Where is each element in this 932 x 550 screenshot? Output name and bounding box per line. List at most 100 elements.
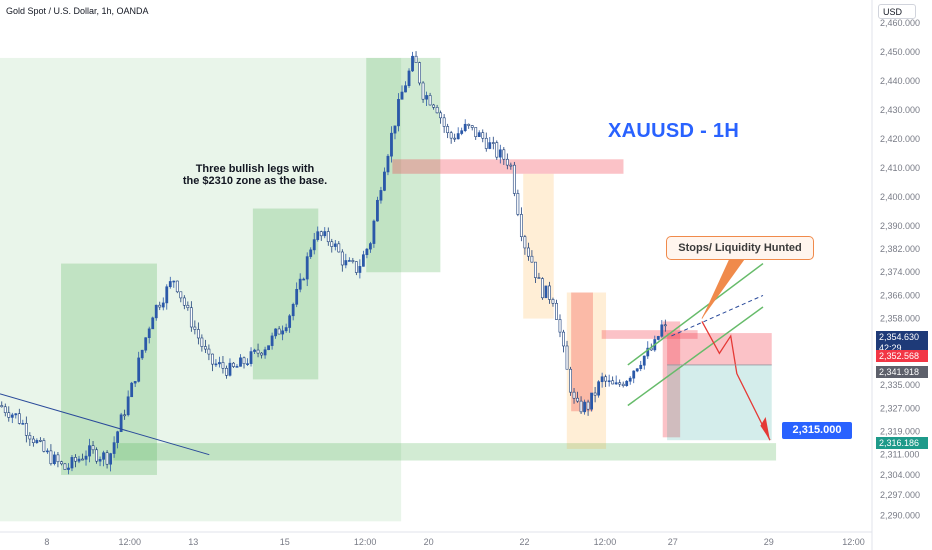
x-tick-label: 29	[764, 537, 774, 547]
candle-body	[130, 382, 134, 398]
candle-body	[562, 331, 565, 347]
candle-body	[407, 70, 411, 86]
candle-body	[84, 455, 88, 460]
candle-body	[411, 55, 414, 72]
x-tick-label: 12:00	[842, 537, 865, 547]
y-tick-label: 2,450.000	[880, 47, 920, 57]
candle-body	[77, 458, 81, 462]
channel-mid-line	[671, 294, 764, 337]
y-tick-label: 2,290.000	[880, 511, 920, 521]
candle-body	[312, 239, 316, 251]
x-tick-label: 27	[668, 537, 678, 547]
candle-body	[256, 349, 260, 354]
candle-body	[42, 440, 46, 452]
candle-body	[17, 413, 21, 424]
candle-body	[253, 349, 256, 352]
candle-body	[140, 349, 144, 359]
candle-body	[53, 454, 56, 465]
candle-body	[548, 285, 551, 300]
red-level-badge: 2,352.568	[876, 350, 928, 362]
candle-body	[35, 440, 39, 443]
candle-body	[537, 277, 541, 279]
target-price-label: 2,315.000	[782, 422, 852, 439]
candle-body	[526, 247, 530, 257]
teal-level-badge: 2,316.186	[876, 437, 928, 449]
candle-body	[340, 251, 344, 266]
candle-body	[330, 241, 334, 247]
candle-body	[488, 142, 492, 149]
candle-body	[555, 303, 558, 320]
candle-body	[449, 132, 453, 139]
channel-upper-line	[627, 262, 764, 366]
candle-body	[161, 302, 165, 308]
y-tick-label: 2,304.000	[880, 470, 920, 480]
y-tick-label: 2,358.000	[880, 314, 920, 324]
candle-body	[646, 347, 650, 357]
note-line-2: the $2310 zone as the base.	[182, 175, 328, 187]
candle-body	[607, 380, 611, 383]
candle-body	[298, 278, 302, 290]
candle-body	[621, 383, 625, 387]
currency-button[interactable]: USD	[878, 4, 916, 19]
candle-body	[632, 370, 636, 379]
candle-body	[509, 164, 513, 167]
candle-body	[326, 231, 330, 243]
candle-body	[519, 214, 523, 237]
y-tick-label: 2,366.000	[880, 290, 920, 300]
y-tick-label: 2,440.000	[880, 76, 920, 86]
candle-body	[421, 82, 425, 100]
candle-body	[361, 254, 365, 267]
candle-body	[512, 164, 516, 194]
candle-body	[112, 442, 116, 454]
candle-body	[81, 458, 84, 461]
candle-body	[239, 357, 242, 367]
candle-body	[600, 376, 604, 383]
candle-body	[414, 55, 418, 63]
candle-body	[60, 461, 63, 465]
candle-body	[639, 364, 643, 369]
zone-green-0	[0, 57, 402, 522]
candle-body	[31, 438, 35, 443]
candle-body	[126, 396, 130, 416]
candle-body	[442, 117, 446, 127]
y-tick-label: 2,410.000	[880, 163, 920, 173]
candle-body	[119, 414, 123, 433]
candle-body	[656, 336, 660, 340]
zone-green-1	[61, 263, 157, 475]
x-tick-label: 20	[424, 537, 434, 547]
candle-body	[154, 304, 158, 319]
candle-body	[333, 243, 337, 247]
candle-body	[435, 106, 439, 114]
candle-body	[221, 362, 225, 369]
candle-body	[74, 457, 77, 462]
candle-body	[572, 391, 576, 399]
zone-red-5	[392, 159, 624, 174]
projection-arrowhead	[760, 417, 770, 441]
candle-body	[270, 335, 274, 346]
x-tick-label: 12:00	[354, 537, 377, 547]
candle-body	[7, 412, 11, 418]
y-tick-label: 2,374.000	[880, 267, 920, 277]
candle-body	[404, 85, 407, 93]
candle-body	[274, 328, 278, 337]
candle-body	[463, 123, 467, 131]
candle-body	[583, 401, 586, 413]
candle-body	[456, 133, 460, 140]
candle-body	[246, 363, 249, 365]
candle-body	[218, 362, 221, 365]
candle-body	[498, 149, 502, 158]
candle-body	[242, 357, 246, 365]
y-tick-label: 2,390.000	[880, 221, 920, 231]
candle-body	[182, 297, 186, 306]
candle-body	[390, 132, 393, 157]
candle-body	[133, 381, 137, 384]
candle-body	[323, 231, 327, 237]
candle-body	[432, 104, 436, 108]
candle-body	[189, 307, 193, 328]
zone-orange-8	[566, 292, 607, 449]
candle-body	[495, 142, 499, 158]
channel-lower-line	[627, 306, 764, 407]
candle-body	[305, 256, 309, 280]
candle-body	[235, 366, 239, 368]
